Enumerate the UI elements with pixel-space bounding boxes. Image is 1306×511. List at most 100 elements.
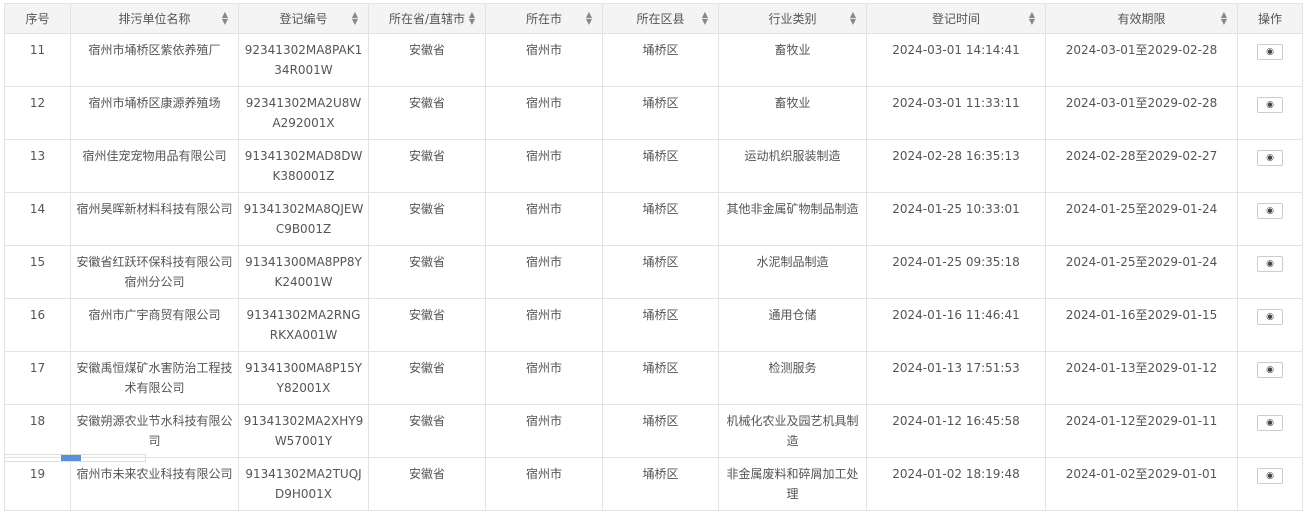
cell-col-index: 11 [4,33,71,87]
view-button[interactable]: ◉ [1257,415,1283,431]
header-col-action: 操作 [1237,3,1303,34]
header-col-district[interactable]: 所在区县 ▲ ▼ [602,3,719,34]
cell-col-index: 13 [4,139,71,193]
cell-col-province: 安徽省 [368,457,486,511]
table-header-row: 序号 排污单位名称 ▲ ▼ 登记编号 ▲ ▼ 所在省/直辖市 ▲ ▼ 所在市 ▲ ▼ 所在区县 ▲ ▼ 行业类别… [4,3,1303,34]
view-button[interactable]: ◉ [1257,309,1283,325]
cell-col-validity: 2024-03-01至2029-02-28 [1045,33,1238,87]
cell-col-validity: 2024-01-25至2029-01-24 [1045,245,1238,299]
cell-col-district: 埇桥区 [602,298,719,352]
cell-col-validity: 2024-01-12至2029-01-11 [1045,404,1238,458]
cell-col-action: ◉ [1237,457,1303,511]
view-button[interactable]: ◉ [1257,362,1283,378]
pagination[interactable] [4,454,146,462]
cell-col-province: 安徽省 [368,298,486,352]
cell-col-industry: 畜牧业 [718,33,867,87]
view-button[interactable]: ◉ [1257,44,1283,60]
sort-arrows-icon[interactable]: ▲ ▼ [1220,10,1227,26]
cell-col-validity: 2024-01-25至2029-01-24 [1045,192,1238,246]
header-col-unit-name[interactable]: 排污单位名称 ▲ ▼ [70,3,239,34]
cell-col-city: 宿州市 [485,404,603,458]
header-col-validity[interactable]: 有效期限 ▲ ▼ [1045,3,1238,34]
header-col-city[interactable]: 所在市 ▲ ▼ [485,3,603,34]
cell-col-index: 12 [4,86,71,140]
cell-col-unit-name: 安徽省红跃环保科技有限公司宿州分公司 [70,245,239,299]
header-col-index: 序号 [4,3,71,34]
pagination-current-page[interactable] [61,455,81,461]
cell-col-reg-no: 92341302MA8PAK134R001W [238,33,369,87]
cell-col-validity: 2024-03-01至2029-02-28 [1045,86,1238,140]
cell-col-validity: 2024-01-16至2029-01-15 [1045,298,1238,352]
cell-col-industry: 检测服务 [718,351,867,405]
cell-col-city: 宿州市 [485,351,603,405]
cell-col-district: 埇桥区 [602,404,719,458]
header-col-industry[interactable]: 行业类别 ▲ ▼ [718,3,867,34]
cell-col-city: 宿州市 [485,192,603,246]
table-row: 11 宿州市埇桥区紫依养殖厂 92341302MA8PAK134R001W 安徽省 宿州… [4,33,1303,87]
cell-col-reg-time: 2024-01-16 11:46:41 [866,298,1046,352]
table-row: 17 安徽禹恒煤矿水害防治工程技术有限公司 91341300MA8P15YY8200… [4,351,1303,405]
cell-col-unit-name: 宿州佳宠宠物用品有限公司 [70,139,239,193]
sort-arrows-icon[interactable]: ▲ ▼ [849,10,856,26]
cell-col-unit-name: 安徽禹恒煤矿水害防治工程技术有限公司 [70,351,239,405]
cell-col-reg-time: 2024-02-28 16:35:13 [866,139,1046,193]
cell-col-city: 宿州市 [485,245,603,299]
table-row: 14 宿州昊晖新材料科技有限公司 91341302MA8QJEWC9B001Z 安徽省… [4,192,1303,246]
cell-col-industry: 非金属废料和碎屑加工处理 [718,457,867,511]
cell-col-reg-time: 2024-03-01 11:33:11 [866,86,1046,140]
sort-arrows-icon[interactable]: ▲ ▼ [585,10,592,26]
cell-col-industry: 畜牧业 [718,86,867,140]
cell-col-district: 埇桥区 [602,86,719,140]
cell-col-city: 宿州市 [485,86,603,140]
cell-col-reg-no: 91341300MA8PP8YK24001W [238,245,369,299]
cell-col-district: 埇桥区 [602,139,719,193]
cell-col-district: 埇桥区 [602,245,719,299]
cell-col-reg-no: 91341302MA2RNGRKXA001W [238,298,369,352]
header-label: 有效期限 [1117,12,1166,26]
cell-col-reg-no: 91341302MA8QJEWC9B001Z [238,192,369,246]
cell-col-index: 19 [4,457,71,511]
cell-col-reg-no: 91341302MAD8DWK380001Z [238,139,369,193]
table-row: 19 宿州市未来农业科技有限公司 91341302MA2TUQJD9H001X 安徽省… [4,457,1303,511]
cell-col-index: 14 [4,192,71,246]
table-body: 11 宿州市埇桥区紫依养殖厂 92341302MA8PAK134R001W 安徽省 宿州… [4,33,1303,511]
cell-col-reg-no: 91341300MA8P15YY82001X [238,351,369,405]
cell-col-reg-time: 2024-01-02 18:19:48 [866,457,1046,511]
view-button[interactable]: ◉ [1257,97,1283,113]
cell-col-reg-no: 92341302MA2U8WA292001X [238,86,369,140]
cell-col-action: ◉ [1237,139,1303,193]
cell-col-unit-name: 宿州昊晖新材料科技有限公司 [70,192,239,246]
cell-col-validity: 2024-01-02至2029-01-01 [1045,457,1238,511]
header-col-province[interactable]: 所在省/直辖市 ▲ ▼ [368,3,486,34]
cell-col-province: 安徽省 [368,404,486,458]
cell-col-reg-time: 2024-01-25 10:33:01 [866,192,1046,246]
sort-arrows-icon[interactable]: ▲ ▼ [701,10,708,26]
cell-col-industry: 水泥制品制造 [718,245,867,299]
cell-col-unit-name: 宿州市埇桥区紫依养殖厂 [70,33,239,87]
header-label: 序号 [25,12,50,26]
header-label: 操作 [1257,12,1282,26]
view-button[interactable]: ◉ [1257,203,1283,219]
cell-col-action: ◉ [1237,245,1303,299]
cell-col-validity: 2024-01-13至2029-01-12 [1045,351,1238,405]
table-row: 12 宿州市埇桥区康源养殖场 92341302MA2U8WA292001X 安徽省 宿州… [4,86,1303,140]
header-label: 登记时间 [931,12,980,26]
permit-table-container: 序号 排污单位名称 ▲ ▼ 登记编号 ▲ ▼ 所在省/直辖市 ▲ ▼ 所在市 ▲ ▼ 所在区县 ▲ ▼ 行业类别… [4,3,1303,511]
cell-col-district: 埇桥区 [602,33,719,87]
cell-col-unit-name: 安徽朔源农业节水科技有限公司 [70,404,239,458]
sort-arrows-icon[interactable]: ▲ ▼ [468,10,475,26]
cell-col-province: 安徽省 [368,139,486,193]
sort-arrows-icon[interactable]: ▲ ▼ [351,10,358,26]
header-label: 登记编号 [279,12,328,26]
cell-col-reg-time: 2024-03-01 14:14:41 [866,33,1046,87]
view-button[interactable]: ◉ [1257,256,1283,272]
view-button[interactable]: ◉ [1257,150,1283,166]
cell-col-industry: 其他非金属矿物制品制造 [718,192,867,246]
sort-arrows-icon[interactable]: ▲ ▼ [1028,10,1035,26]
header-col-reg-time[interactable]: 登记时间 ▲ ▼ [866,3,1046,34]
sort-arrows-icon[interactable]: ▲ ▼ [221,10,228,26]
cell-col-action: ◉ [1237,298,1303,352]
view-button[interactable]: ◉ [1257,468,1283,484]
header-col-reg-no[interactable]: 登记编号 ▲ ▼ [238,3,369,34]
header-label: 所在市 [525,12,562,26]
